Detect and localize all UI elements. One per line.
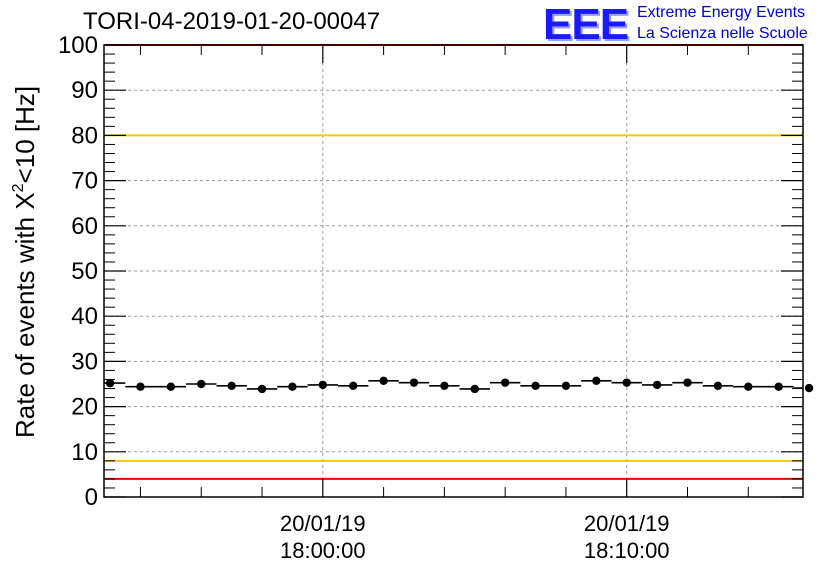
axis-ticks [104,44,803,498]
data-point [592,376,601,386]
data-point [197,379,206,389]
data-point [409,378,419,387]
y-axis-label-main: Rate of events with X [10,192,40,438]
y-tick-label: 60 [71,213,98,240]
data-point [683,378,692,387]
data-point [774,382,783,391]
data-point [804,383,814,393]
grid-lines [104,45,803,497]
logo-line-1: Extreme Energy Events [637,4,806,21]
data-points [104,376,814,394]
y-tick-label: 100 [58,32,98,59]
x-tick-label-date: 20/01/19 [280,511,366,536]
data-point [318,380,328,390]
data-point [379,376,388,386]
y-tick-label: 30 [71,348,98,375]
x-tick-label-time: 18:10:00 [584,538,670,563]
y-tick-label: 90 [71,77,98,104]
eee-logo: EEE Extreme Energy Events La Scienza nel… [543,0,836,49]
data-point [470,384,479,394]
y-tick-labels: 0 10 20 30 40 50 60 70 80 90 100 [58,32,98,511]
y-tick-label: 20 [71,394,98,421]
y-tick-label: 10 [71,439,98,466]
y-tick-label: 50 [71,258,98,285]
y-tick-label: 0 [85,484,98,511]
data-point [166,382,176,391]
y-tick-label: 70 [71,168,98,195]
y-tick-label: 80 [71,122,98,149]
y-axis-label-sup: 2 [10,183,27,192]
data-point [136,382,145,391]
data-point [561,381,571,391]
x-tick-label-date: 20/01/19 [584,511,670,536]
data-point [744,382,753,391]
data-point [440,381,449,391]
reference-lines [104,44,803,480]
data-point [257,384,267,394]
data-point [349,381,358,391]
logo-line-2: La Scienza nelle Scuole [637,25,808,42]
data-point [500,378,510,387]
eee-logo-mark: EEE [543,0,629,49]
y-tick-label: 40 [71,303,98,330]
data-point [227,381,236,391]
data-point [105,378,115,388]
x-tick-label-time: 18:00:00 [280,538,366,563]
chart-title: TORI-04-2019-01-20-00047 [83,8,381,35]
y-axis-label: Rate of events with X2<10 [Hz] [10,86,40,438]
y-axis-label-tail: <10 [Hz] [10,86,40,184]
data-point [622,378,631,387]
data-point [652,380,662,390]
data-point [713,381,723,391]
data-point [288,382,297,391]
data-point [531,381,540,391]
